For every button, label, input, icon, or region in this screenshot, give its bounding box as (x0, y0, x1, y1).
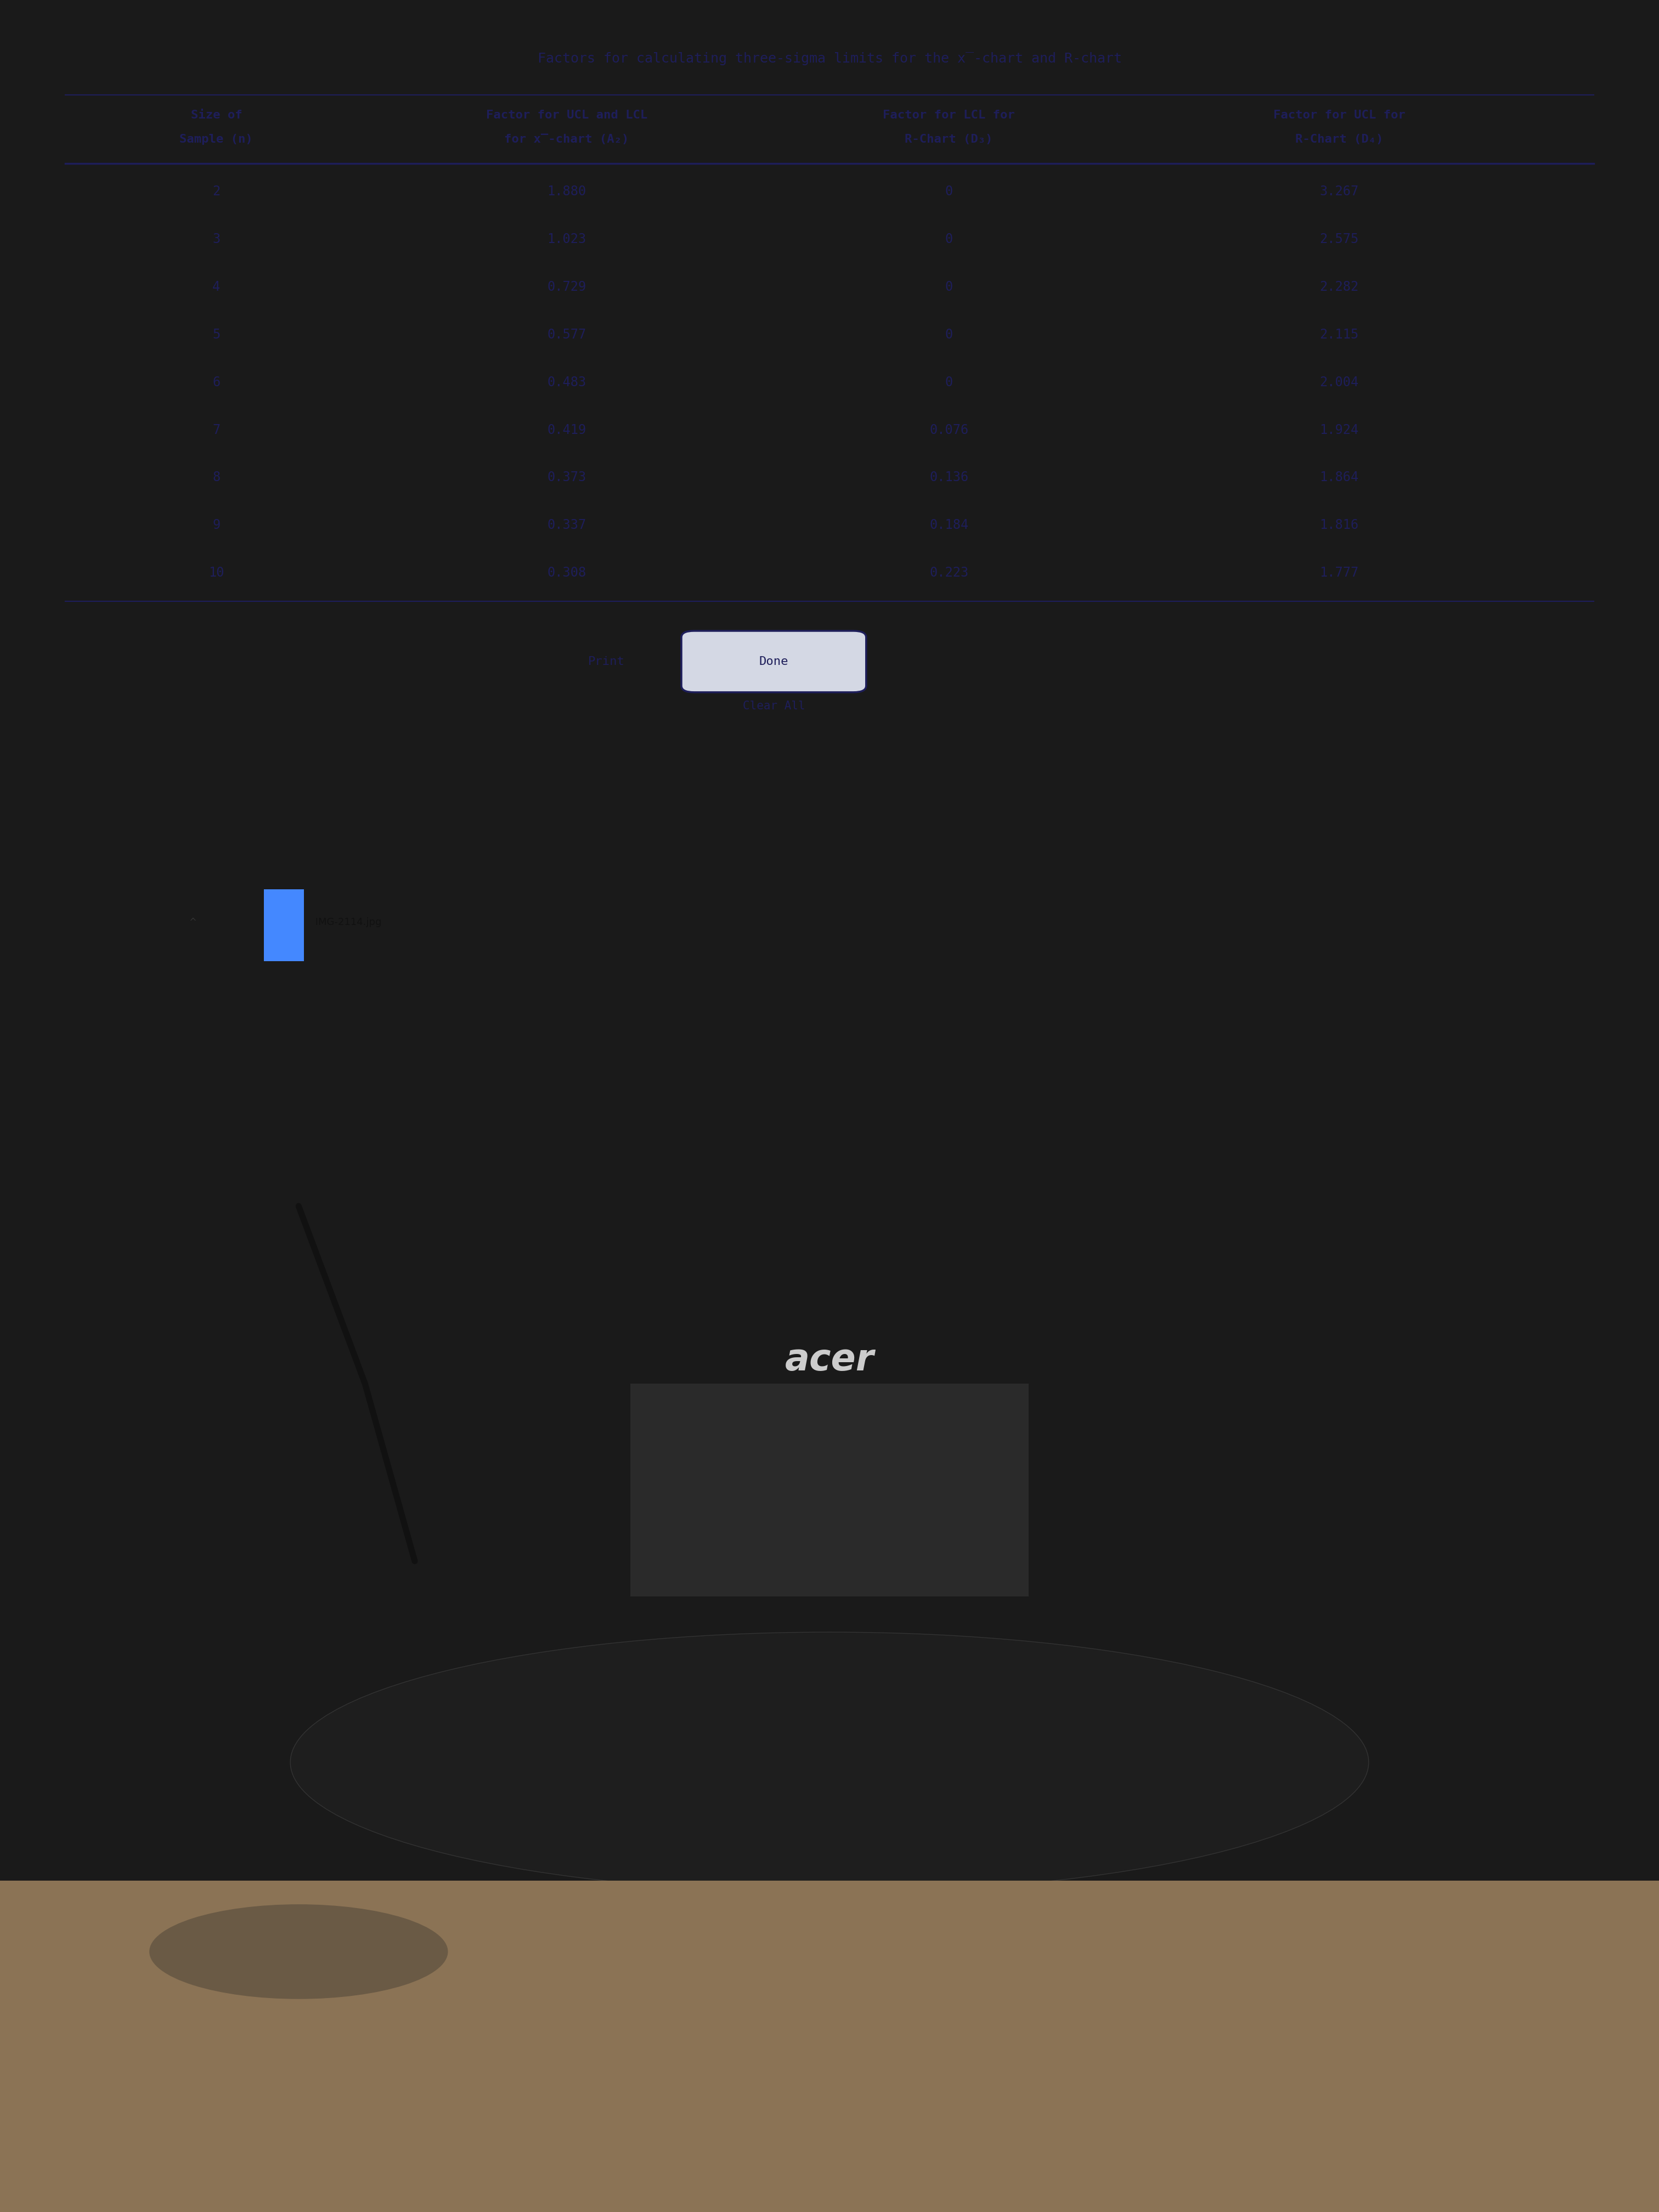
Text: 0: 0 (946, 376, 952, 389)
Text: 0: 0 (946, 327, 952, 341)
Text: Factor for LCL for: Factor for LCL for (883, 108, 1015, 119)
Text: acer: acer (785, 1343, 874, 1378)
Text: 0.483: 0.483 (547, 376, 586, 389)
Text: 2.575: 2.575 (1319, 232, 1359, 246)
Text: 1.924: 1.924 (1319, 422, 1359, 436)
Text: 0.308: 0.308 (547, 566, 586, 580)
Text: Size of: Size of (191, 108, 242, 119)
Text: R-Chart (D₃): R-Chart (D₃) (904, 133, 994, 144)
Text: 3.267: 3.267 (1319, 186, 1359, 199)
Text: 7: 7 (212, 422, 221, 436)
Text: 1.880: 1.880 (547, 186, 586, 199)
Text: 2: 2 (212, 186, 221, 199)
Text: 0.184: 0.184 (929, 518, 969, 531)
Text: for x̅-chart (A₂): for x̅-chart (A₂) (504, 133, 629, 144)
Text: Done: Done (760, 657, 788, 668)
Text: Sample (n): Sample (n) (179, 133, 254, 144)
Text: 3: 3 (212, 232, 221, 246)
Text: 1.023: 1.023 (547, 232, 586, 246)
Text: 1.777: 1.777 (1319, 566, 1359, 580)
Text: 0.373: 0.373 (547, 471, 586, 484)
Text: 2.115: 2.115 (1319, 327, 1359, 341)
Text: 0.419: 0.419 (547, 422, 586, 436)
Text: 2.282: 2.282 (1319, 281, 1359, 294)
Text: Print: Print (589, 657, 625, 668)
Ellipse shape (290, 1632, 1369, 1893)
Text: 6: 6 (212, 376, 221, 389)
FancyBboxPatch shape (682, 630, 866, 692)
Text: 0: 0 (946, 232, 952, 246)
Text: 5: 5 (212, 327, 221, 341)
Text: IMG-2114.jpg: IMG-2114.jpg (312, 918, 382, 927)
Text: 9: 9 (212, 518, 221, 531)
Text: Factor for UCL for: Factor for UCL for (1272, 108, 1405, 119)
Text: 0.223: 0.223 (929, 566, 969, 580)
Text: ^: ^ (189, 918, 196, 927)
Text: 0.577: 0.577 (547, 327, 586, 341)
Text: 1.864: 1.864 (1319, 471, 1359, 484)
Text: 0: 0 (946, 186, 952, 199)
Text: 10: 10 (209, 566, 224, 580)
Text: 8: 8 (212, 471, 221, 484)
Text: 0.136: 0.136 (929, 471, 969, 484)
Text: 0: 0 (946, 281, 952, 294)
Ellipse shape (149, 1905, 448, 2000)
Bar (630, 1385, 1029, 1597)
Text: 0.729: 0.729 (547, 281, 586, 294)
Text: 2.004: 2.004 (1319, 376, 1359, 389)
Text: 0.337: 0.337 (547, 518, 586, 531)
Bar (264, 889, 304, 960)
Text: 4: 4 (212, 281, 221, 294)
Bar (0, 1880, 1659, 2212)
Text: Factor for UCL and LCL: Factor for UCL and LCL (486, 108, 647, 119)
Text: 1.816: 1.816 (1319, 518, 1359, 531)
Text: 0.076: 0.076 (929, 422, 969, 436)
Text: Factors for calculating three-sigma limits for the x̅-chart and R-chart: Factors for calculating three-sigma limi… (538, 51, 1121, 64)
Text: Clear All: Clear All (743, 701, 805, 712)
Text: R-Chart (D₄): R-Chart (D₄) (1296, 133, 1384, 144)
